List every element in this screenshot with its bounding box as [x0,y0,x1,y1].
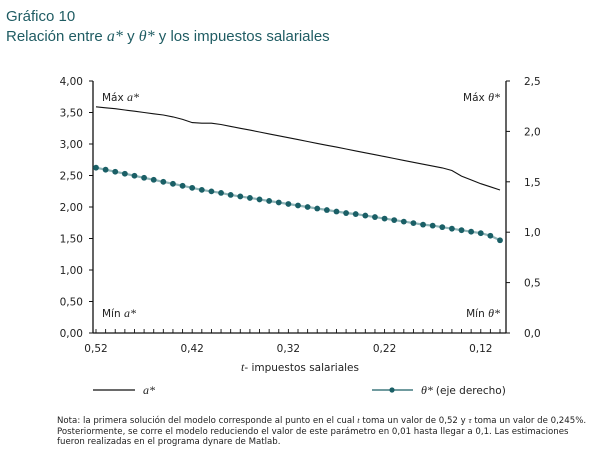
theta-data-point [102,166,109,173]
left-tick-label: 0,50 [60,297,83,309]
min-theta-annotation: Mín θ* [466,306,500,320]
footnote: Nota: la primera solución del modelo cor… [57,415,597,448]
figure-label: Gráfico 10 [6,8,76,25]
theta-data-point [218,189,224,196]
theta-data-point [131,172,138,179]
title-text-2: y [122,28,139,45]
theta-data-point [372,214,378,220]
theta-data-point [141,174,147,181]
series-a-line [95,106,501,191]
theta-data-point [295,202,301,209]
theta-data-point [227,192,234,198]
left-tick-label: 2,00 [60,202,83,214]
theta-data-point [208,188,215,195]
theta-data-point [333,208,340,215]
x-axis-label: t- impuestos salariales [241,360,359,374]
left-tick-label: 1,50 [60,234,83,246]
right-tick-label: 2,5 [524,76,541,88]
chart-area: 0,00 0,50 1,00 1,50 2,00 2,50 3,00 3,50 4,00 0,0 0… [60,76,541,397]
title-text-3: y los impuestos salariales [154,28,330,45]
theta-data-point [477,230,484,237]
note-text-3: toma un valor de 0,245%. Posteriormente,… [57,416,587,448]
left-tick-label: 4,00 [60,76,83,88]
ticks: 0,00 0,50 1,00 1,50 2,00 2,50 3,00 3,50 4,00 0,0 0… [60,76,541,355]
theta-data-point [429,222,436,229]
theta-data-point [170,180,176,187]
chart-title: Relación entre a* y θ* y los impuestos s… [6,28,330,46]
theta-data-point [256,196,263,203]
legend-a-label: a* [143,383,155,397]
title-text-1: Relación entre [6,28,107,45]
theta-data-point [275,199,282,206]
legend: a* θ* (eje derecho) [93,383,506,397]
right-tick-label: 0,0 [524,328,541,340]
title-symbol-a: a* [106,28,123,45]
left-tick-label: 0,00 [60,328,83,340]
x-tick-label: 0,22 [373,343,396,355]
note-text-1: Nota: la primera solución del modelo cor… [57,416,358,426]
theta-data-point [391,217,398,224]
max-a-annotation: Máx a* [102,90,139,104]
axis-labels: Máx a* Mín a* Máx θ* Mín θ* t- impuestos sal… [102,90,500,374]
theta-data-point [93,164,99,171]
note-symbol-t: t [357,415,360,425]
theta-data-point [266,198,273,204]
theta-data-point [285,201,292,207]
theta-data-point [247,195,253,201]
theta-data-point [400,218,407,225]
theta-data-point [198,186,205,193]
title-symbol-theta: θ* [138,28,155,45]
min-a-annotation: Mín a* [102,306,136,320]
theta-data-point [304,204,311,210]
right-tick-label: 1,5 [524,177,541,189]
theta-data-point [150,176,157,183]
theta-data-point [420,221,426,228]
theta-data-point [439,224,446,231]
theta-data-point [314,205,321,212]
max-theta-annotation: Máx θ* [463,90,500,104]
right-tick-label: 0,5 [524,278,541,290]
right-tick-label: 2,0 [524,126,541,138]
left-tick-label: 2,50 [60,171,83,183]
note-symbol-tau: τ [468,415,472,425]
x-tick-label: 0,32 [277,343,300,355]
theta-data-point [237,193,244,200]
note-text-2: toma un valor de 0,52 y [359,416,469,426]
theta-data-point [160,178,167,185]
x-tick-label: 0,42 [180,343,203,355]
legend-theta-label: θ* (eje derecho) [421,383,506,397]
left-tick-label: 1,00 [60,265,83,277]
theta-data-point [410,220,417,227]
x-tick-label: 0,12 [469,343,492,355]
left-tick-label: 3,00 [60,139,83,151]
theta-data-point [487,232,494,239]
theta-data-point [449,225,455,232]
theta-data-point [189,184,196,191]
theta-data-point [468,228,475,235]
theta-data-point [458,227,465,234]
theta-data-point [497,237,503,244]
theta-data-point [352,211,359,217]
series-lines [93,106,503,244]
theta-data-point [362,212,369,219]
theta-data-point [323,207,330,213]
theta-data-point [343,210,349,216]
left-tick-label: 3,50 [60,108,83,120]
theta-data-point [112,168,119,175]
x-tick-label: 0,52 [84,343,107,355]
theta-data-point [179,182,186,189]
right-tick-label: 1,0 [524,227,541,239]
theta-data-point [121,170,128,177]
legend-theta-marker [389,387,395,393]
theta-data-point [381,215,388,222]
